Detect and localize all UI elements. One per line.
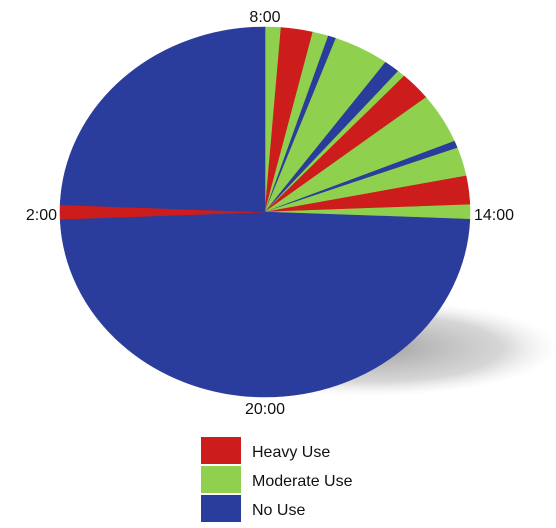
clock-label-20: 20:00 [245, 401, 285, 418]
clock-label-2: 2:00 [26, 207, 57, 224]
legend-label-heavy-use: Heavy Use [252, 444, 330, 461]
legend: Heavy Use Moderate Use No Use [201, 437, 353, 522]
clock-label-8: 8:00 [249, 9, 280, 26]
legend-swatch-no-use [201, 495, 241, 522]
legend-item-heavy-use: Heavy Use [201, 437, 330, 464]
pie-slices [59, 26, 471, 398]
legend-label-moderate-use: Moderate Use [252, 473, 353, 490]
clock-label-14: 14:00 [474, 207, 514, 224]
legend-item-no-use: No Use [201, 495, 305, 522]
legend-swatch-moderate-use [201, 466, 241, 493]
legend-item-moderate-use: Moderate Use [201, 466, 353, 493]
pie-slice-16-no-use [59, 26, 266, 213]
legend-swatch-heavy-use [201, 437, 241, 464]
pie-slice-14-no-use [59, 211, 471, 398]
legend-label-no-use: No Use [252, 502, 305, 519]
